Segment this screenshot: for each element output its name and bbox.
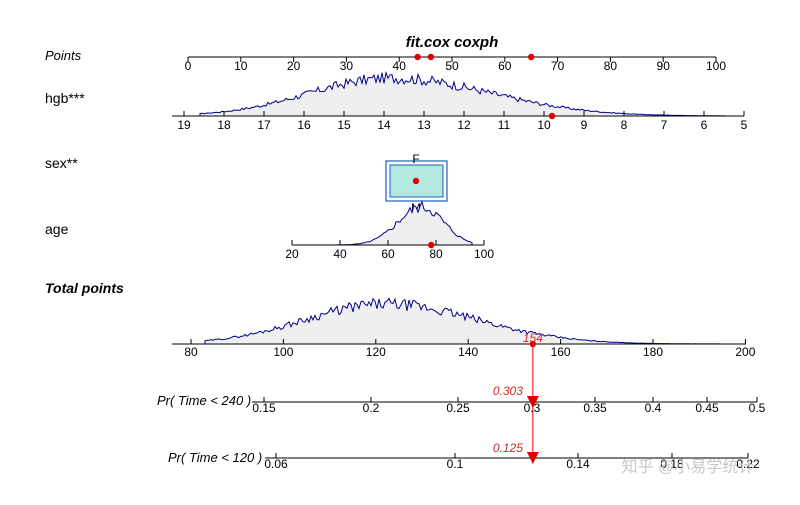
pr240-tick-label-5: 0.4 [645,401,662,415]
pr120-tick-label-4: 0.22 [736,457,760,471]
age-tick-label-2: 60 [381,247,395,261]
age-marker [428,241,435,249]
total-tick-label-6: 200 [735,345,755,359]
row-label-pr120: Pr( Time < 120 ) [168,450,262,465]
points-tick-label-4: 40 [393,59,407,73]
pr240-tick-label-1: 0.2 [363,401,380,415]
hgb-tick-label-7: 12 [457,118,471,132]
sex-label-f: F [412,152,419,166]
age-tick-label-3: 80 [429,247,443,261]
total-tick-label-5: 180 [643,345,663,359]
hgb-tick-label-5: 14 [377,118,391,132]
pr240-marker [526,396,539,408]
hgb-density [199,70,726,117]
row-label-hgb: hgb*** [45,90,85,106]
watermark: 知乎 @小易学统计 [622,458,755,476]
row-label-age: age [45,221,69,237]
hgb-tick-label-13: 6 [701,118,708,132]
points-tick-label-10: 100 [706,59,726,73]
pr120-marker [526,452,539,464]
pr240-tick-label-4: 0.35 [583,401,607,415]
pr240-tick-label-3: 0.3 [524,401,541,415]
age-tick-label-4: 100 [474,247,494,261]
hgb-tick-label-14: 5 [741,118,748,132]
total-tick-label-4: 160 [551,345,571,359]
points-tick-label-5: 50 [445,59,459,73]
pr240-tick-label-7: 0.5 [749,401,766,415]
row-label-sex: sex** [45,155,78,171]
hgb-tick-label-9: 10 [537,118,551,132]
row-label-pr240: Pr( Time < 240 ) [157,393,251,408]
pr240-marker-label: 0.303 [493,384,523,398]
sex-box-outer [385,160,448,202]
hgb-tick-label-11: 8 [621,118,628,132]
age-tick-label-0: 20 [285,247,299,261]
age-density [312,200,473,246]
pr120-tick-label-0: 0.06 [264,457,288,471]
row-label-points: Points [45,48,82,63]
total-density [204,297,725,345]
points-marker-0 [414,53,421,61]
points-tick-label-1: 10 [234,59,248,73]
total-tick-label-3: 140 [458,345,478,359]
points-marker-2 [528,53,535,61]
hgb-tick-label-0: 19 [177,118,191,132]
pr120-tick-label-3: 0.18 [660,457,684,471]
hgb-tick-label-1: 18 [217,118,231,132]
sex-marker [412,177,420,185]
pr120-tick-label-2: 0.14 [566,457,590,471]
points-tick-label-2: 20 [287,59,301,73]
points-tick-label-8: 80 [604,59,618,73]
points-tick-label-0: 0 [185,59,192,73]
pr120-marker-label: 0.125 [493,441,523,455]
pr240-tick-label-6: 0.45 [695,401,719,415]
points-tick-label-9: 90 [657,59,671,73]
chart-title: fit.cox coxph [406,34,499,51]
hgb-tick-label-8: 11 [498,118,511,132]
age-tick-label-1: 40 [333,247,347,261]
total-tick-label-2: 120 [366,345,386,359]
pr240-tick-label-2: 0.25 [446,401,470,415]
points-tick-label-3: 30 [340,59,354,73]
hgb-tick-label-12: 7 [661,118,668,132]
points-tick-label-7: 70 [551,59,565,73]
hgb-tick-label-3: 16 [297,118,311,132]
hgb-tick-label-2: 17 [257,118,271,132]
hgb-marker [548,112,556,120]
hgb-tick-label-4: 15 [337,118,351,132]
pr240-tick-label-0: 0.15 [252,401,276,415]
total-tick-label-1: 100 [273,345,293,359]
pr120-tick-label-1: 0.1 [447,457,464,471]
points-tick-label-6: 60 [498,59,512,73]
hgb-tick-label-6: 13 [417,118,431,132]
points-marker-1 [427,53,435,61]
total-tick-label-0: 80 [184,345,198,359]
row-label-total: Total points [45,280,124,296]
hgb-tick-label-10: 9 [581,118,588,132]
total-marker-label: 154 [523,331,543,345]
